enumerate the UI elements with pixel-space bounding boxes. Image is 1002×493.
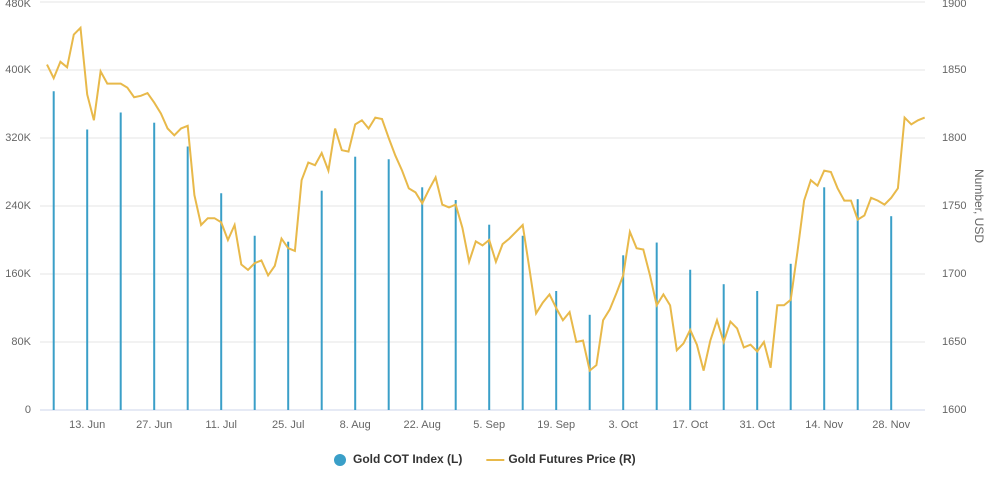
bar bbox=[521, 235, 524, 410]
bar bbox=[555, 291, 558, 410]
bar bbox=[789, 263, 792, 410]
y2-tick-label: 1600 bbox=[942, 404, 966, 416]
y-tick-label: 240K bbox=[5, 200, 31, 212]
x-tick-label: 8. Aug bbox=[340, 419, 371, 431]
bar bbox=[52, 91, 55, 410]
bar bbox=[722, 284, 725, 410]
price-line bbox=[46, 25, 926, 373]
x-tick-label: 28. Nov bbox=[872, 419, 910, 431]
bar bbox=[387, 159, 390, 410]
bar bbox=[253, 235, 256, 410]
y-tick-label: 0 bbox=[25, 404, 31, 416]
x-tick-label: 27. Jun bbox=[136, 419, 172, 431]
y-tick-label: 480K bbox=[5, 0, 31, 10]
x-tick-label: 17. Oct bbox=[672, 419, 707, 431]
bar bbox=[354, 156, 357, 410]
bar bbox=[823, 187, 826, 410]
bar bbox=[689, 269, 692, 410]
bar bbox=[220, 193, 223, 410]
y2-tick-label: 1850 bbox=[942, 64, 966, 76]
legend: Gold COT Index (L) Gold Futures Price (R) bbox=[334, 452, 636, 466]
bar bbox=[119, 112, 122, 410]
bar bbox=[421, 187, 424, 410]
x-tick-label: 14. Nov bbox=[805, 419, 843, 431]
legend-label: Gold Futures Price (R) bbox=[508, 452, 635, 466]
y2-tick-label: 1800 bbox=[942, 132, 966, 144]
y-tick-label: 400K bbox=[5, 64, 31, 76]
y2-tick-label: 1900 bbox=[942, 0, 966, 10]
bar bbox=[186, 146, 189, 410]
legend-symbol bbox=[334, 454, 346, 466]
bar bbox=[622, 255, 625, 410]
x-tick-label: 25. Jul bbox=[272, 419, 304, 431]
bar bbox=[86, 129, 89, 410]
bar bbox=[856, 199, 859, 410]
x-tick-label: 13. Jun bbox=[69, 419, 105, 431]
y2-tick-label: 1650 bbox=[942, 336, 966, 348]
bar bbox=[588, 314, 591, 410]
y2-tick-label: 1700 bbox=[942, 268, 966, 280]
bar bbox=[153, 122, 156, 410]
x-tick-label: 5. Sep bbox=[473, 419, 505, 431]
bar bbox=[320, 190, 323, 410]
x-tick-label: 31. Oct bbox=[739, 419, 774, 431]
y-tick-label: 80K bbox=[11, 336, 31, 348]
y-tick-label: 160K bbox=[5, 268, 31, 280]
x-tick-label: 3. Oct bbox=[609, 419, 638, 431]
x-tick-label: 19. Sep bbox=[537, 419, 575, 431]
bar bbox=[655, 242, 658, 410]
bar bbox=[890, 216, 893, 410]
bar bbox=[287, 241, 290, 410]
bar bbox=[454, 200, 457, 410]
bar bbox=[488, 224, 491, 410]
x-tick-label: 11. Jul bbox=[205, 419, 237, 431]
y2-tick-label: 1750 bbox=[942, 200, 966, 212]
x-tick-label: 22. Aug bbox=[404, 419, 441, 431]
legend-label: Gold COT Index (L) bbox=[353, 452, 462, 466]
y-tick-label: 320K bbox=[5, 132, 31, 144]
y2-axis-title: Number, USD bbox=[972, 169, 986, 243]
